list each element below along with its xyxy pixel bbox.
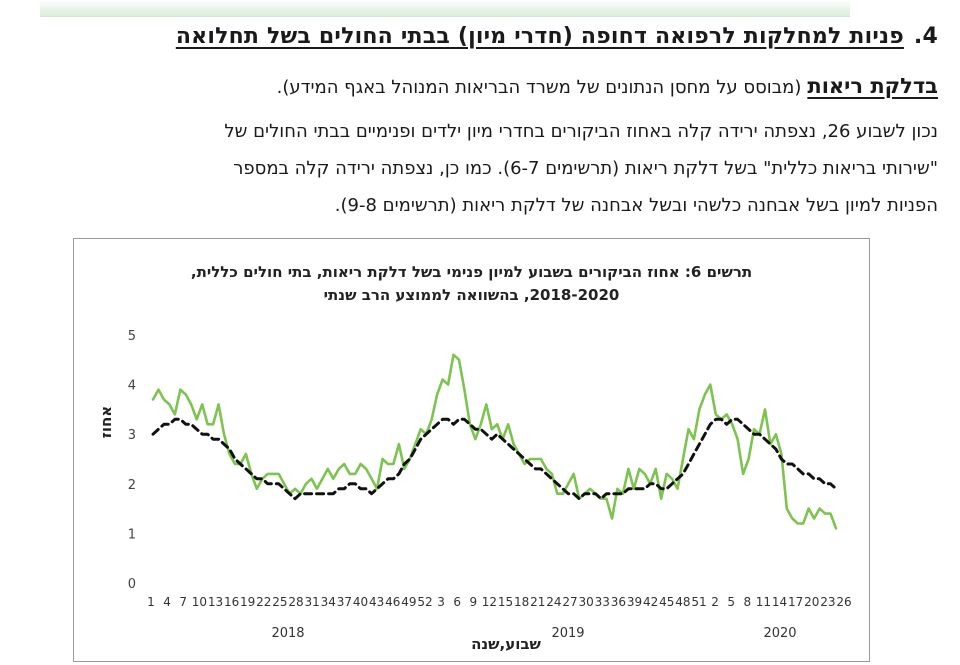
y-axis: 0 1 2 3 4 5	[128, 329, 136, 592]
x-tick-label: 45	[659, 595, 674, 609]
body-paragraph: נכון לשבוע 26, נצפתה ירידה קלה באחוז הבי…	[18, 113, 938, 224]
year-label: 2019	[551, 626, 584, 641]
x-tick-label: 49	[401, 595, 416, 609]
x-tick-label: 13	[208, 595, 223, 609]
y-tick-label: 5	[128, 329, 136, 344]
x-tick-label: 8	[743, 595, 751, 609]
x-tick-label: 4	[163, 595, 171, 609]
x-tick-label: 15	[498, 595, 513, 609]
y-tick-label: 0	[128, 577, 136, 592]
x-tick-label: 42	[643, 595, 658, 609]
y-tick-label: 4	[128, 379, 136, 394]
paragraph-line: נכון לשבוע 26, נצפתה ירידה קלה באחוז הבי…	[224, 121, 938, 142]
x-tick-label: 1	[147, 595, 155, 609]
chart-title-line: 2018-2020, בהשוואה לממוצע הרב שנתי	[323, 286, 620, 304]
source-note: (מבוסס על מחסן הנתונים של משרד הבריאות ה…	[276, 77, 802, 98]
x-tick-label: 48	[675, 595, 690, 609]
x-tick-label: 43	[369, 595, 384, 609]
x-tick-label: 25	[272, 595, 287, 609]
x-tick-label: 30	[578, 595, 593, 609]
x-tick-label: 5	[727, 595, 735, 609]
x-tick-label: 20	[804, 595, 819, 609]
y-axis-label: אחוז	[97, 406, 115, 438]
x-axis: 1 4 7 10 13 16 19 22 25 28 31 34 37 40 43 46 49 52 3 6 9 12 15…	[147, 595, 851, 641]
x-tick-label: 52	[417, 595, 432, 609]
x-tick-label: 31	[305, 595, 320, 609]
x-tick-label: 19	[240, 595, 255, 609]
section-number: 4.	[913, 24, 938, 49]
x-tick-label: 12	[482, 595, 497, 609]
section-title-continued: בדלקת ריאות	[807, 74, 938, 98]
x-tick-label: 18	[514, 595, 529, 609]
x-tick-label: 34	[321, 595, 336, 609]
x-tick-label: 37	[337, 595, 352, 609]
year-label: 2018	[271, 626, 304, 641]
series-line-multi-year-average	[151, 417, 838, 501]
chart-title-line: תרשים 6: אחוז הביקורים בשבוע למיון פנימי…	[190, 263, 753, 281]
top-decor-band	[40, 0, 850, 17]
x-axis-label: שבוע,שנה	[471, 635, 541, 653]
x-tick-label: 10	[192, 595, 207, 609]
series-layer	[151, 353, 838, 530]
x-tick-label: 24	[546, 595, 561, 609]
x-tick-label: 51	[691, 595, 706, 609]
paragraph-line: "שירותי בריאות כללית" בשל דלקת ריאות (תר…	[233, 158, 938, 179]
x-tick-label: 46	[385, 595, 400, 609]
x-tick-label: 33	[595, 595, 610, 609]
x-tick-label: 17	[788, 595, 803, 609]
section-subheading: בדלקת ריאות(מבוסס על מחסן הנתונים של משר…	[18, 74, 938, 98]
x-tick-label: 14	[772, 595, 787, 609]
x-tick-label: 40	[353, 595, 368, 609]
x-tick-label: 7	[179, 595, 187, 609]
y-tick-label: 1	[128, 527, 136, 542]
x-tick-label: 6	[453, 595, 461, 609]
section-heading: 4. פניות למחלקות לרפואה דחופה (חדרי מיון)…	[18, 24, 938, 49]
x-tick-label: 36	[611, 595, 626, 609]
section-title: פניות למחלקות לרפואה דחופה (חדרי מיון) ב…	[175, 24, 904, 49]
chart-figure: תרשים 6: אחוז הביקורים בשבוע למיון פנימי…	[73, 238, 870, 662]
x-tick-label: 39	[627, 595, 642, 609]
x-tick-label: 27	[562, 595, 577, 609]
x-tick-label: 21	[530, 595, 545, 609]
x-tick-label: 11	[756, 595, 771, 609]
x-tick-label: 28	[288, 595, 303, 609]
x-tick-label: 22	[256, 595, 271, 609]
year-label: 2020	[763, 626, 796, 641]
chart-title: תרשים 6: אחוז הביקורים בשבוע למיון פנימי…	[74, 261, 869, 307]
x-tick-label: 9	[470, 595, 478, 609]
y-tick-label: 3	[128, 428, 136, 443]
x-tick-label: 23	[820, 595, 835, 609]
y-tick-label: 2	[128, 478, 136, 493]
x-tick-label: 3	[437, 595, 445, 609]
series-line-weekly	[151, 353, 838, 530]
paragraph-line: הפניות למיון בשל אבחנה כלשהי ובשל אבחנה …	[334, 195, 938, 216]
x-tick-label: 16	[224, 595, 239, 609]
x-tick-label: 26	[836, 595, 851, 609]
x-tick-label: 2	[711, 595, 719, 609]
